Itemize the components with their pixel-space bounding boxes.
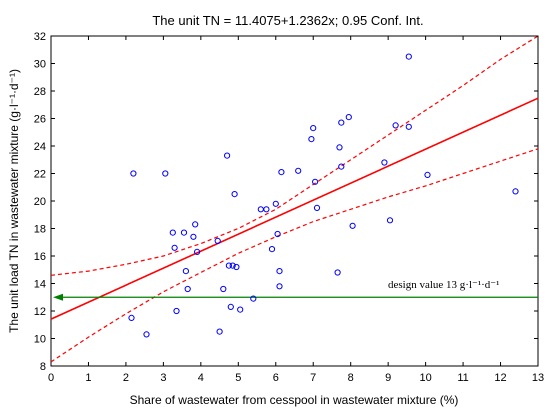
x-tick-label: 11	[457, 372, 468, 384]
y-tick-label: 10	[34, 334, 46, 346]
confidence-band-upper	[50, 35, 539, 276]
data-point	[310, 125, 317, 132]
data-point	[220, 285, 227, 293]
data-point	[214, 237, 221, 244]
data-point	[224, 152, 231, 159]
data-point	[272, 200, 279, 207]
design-value-label: design value 13 g·l⁻¹·d⁻¹	[388, 279, 499, 291]
data-point	[386, 217, 394, 224]
data-point	[194, 248, 201, 255]
data-point	[308, 136, 315, 143]
data-point	[276, 268, 283, 275]
data-point	[237, 306, 244, 313]
y-tick-label: 22	[34, 169, 46, 181]
data-point	[190, 233, 197, 240]
data-point	[231, 191, 238, 198]
data-point	[349, 222, 356, 229]
y-tick-label: 18	[34, 224, 46, 236]
y-tick-label: 14	[34, 279, 46, 291]
data-point	[345, 114, 352, 121]
x-tick-label: 10	[419, 372, 431, 384]
data-point	[338, 163, 345, 170]
data-point	[392, 122, 399, 129]
y-tick-label: 16	[34, 251, 46, 263]
data-point	[233, 263, 240, 271]
data-point	[263, 206, 270, 213]
data-point	[274, 230, 281, 238]
x-axis-title: Share of wastewater from cesspool in was…	[130, 393, 459, 407]
data-point	[381, 159, 388, 166]
data-point	[268, 246, 276, 253]
data-point	[171, 244, 178, 251]
x-tick-label: 0	[48, 372, 54, 384]
x-tick-label: 5	[235, 372, 241, 384]
x-tick-label: 6	[273, 372, 279, 384]
data-point	[278, 169, 285, 176]
x-tick-label: 9	[385, 372, 391, 384]
x-tick-label: 7	[310, 372, 316, 384]
y-tick-label: 26	[34, 114, 46, 126]
chart-title: The unit TN = 11.4075+1.2362x; 0.95 Conf…	[152, 13, 423, 28]
data-point	[250, 295, 257, 302]
data-point	[162, 170, 169, 177]
data-point	[225, 262, 232, 269]
y-axis-title: The unit load TN in wastewater mixture (…	[7, 69, 21, 333]
data-point	[334, 269, 341, 276]
x-tick-label: 13	[532, 372, 544, 384]
data-point	[229, 262, 236, 269]
data-point	[313, 204, 321, 211]
data-point	[512, 188, 519, 195]
plot-area	[50, 35, 539, 367]
x-tick-label: 3	[160, 372, 166, 384]
x-tick-label: 12	[494, 372, 506, 384]
data-point	[182, 268, 189, 275]
data-point	[276, 283, 283, 290]
design-value-arrowhead	[53, 293, 63, 301]
data-point	[130, 170, 137, 177]
data-point	[216, 328, 223, 335]
y-tick-label: 20	[34, 196, 46, 208]
y-tick-label: 8	[40, 361, 46, 373]
data-point	[424, 171, 431, 178]
data-point	[405, 123, 412, 130]
y-tick-label: 30	[34, 59, 46, 71]
data-point	[184, 285, 191, 293]
data-point	[143, 331, 150, 338]
data-point	[227, 303, 234, 310]
x-tick-label: 2	[123, 372, 129, 384]
data-point	[336, 144, 343, 151]
data-point	[173, 307, 180, 315]
data-point	[312, 178, 319, 185]
data-point	[257, 206, 264, 213]
y-tick-label: 24	[34, 141, 46, 153]
data-point	[128, 314, 135, 321]
y-tick-label: 12	[34, 306, 46, 318]
x-tick-label: 4	[198, 372, 204, 384]
data-point	[180, 229, 188, 236]
data-point	[405, 53, 412, 60]
y-tick-label: 28	[34, 86, 46, 98]
y-tick-label: 32	[34, 31, 46, 43]
x-tick-label: 8	[348, 372, 354, 384]
data-point	[338, 119, 345, 126]
confidence-band-lower	[50, 148, 539, 363]
data-point	[192, 221, 199, 228]
data-point	[169, 229, 176, 236]
data-point	[295, 167, 302, 174]
x-tick-label: 1	[85, 372, 91, 384]
regression-line	[50, 97, 539, 320]
